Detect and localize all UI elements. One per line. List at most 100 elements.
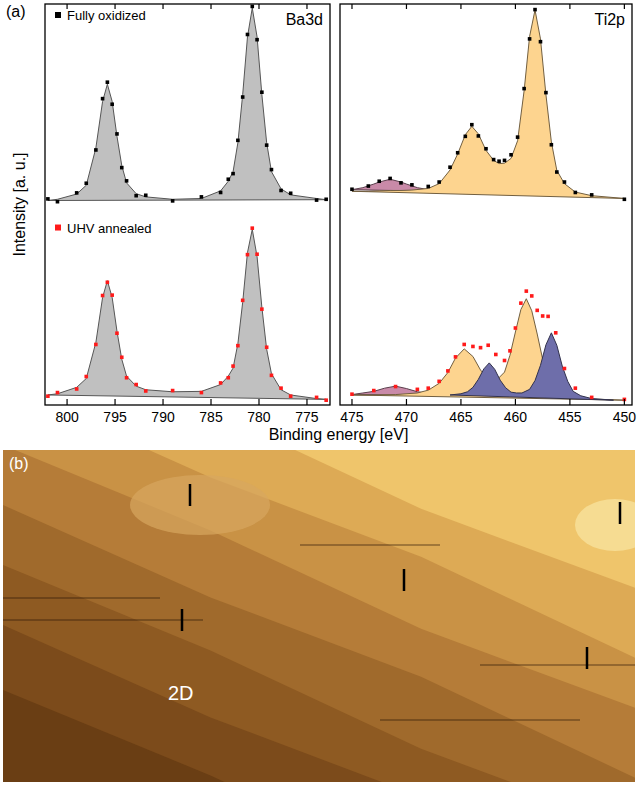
data-point: [388, 177, 392, 181]
legend-marker: [55, 225, 61, 231]
tick: [258, 4, 259, 9]
figure: 800795790785780775Ba3dIntensity [a. u.]F…: [0, 0, 638, 785]
data-point: [555, 170, 559, 174]
data-point: [394, 385, 398, 389]
tick-label: 475: [340, 409, 364, 425]
tick: [306, 399, 307, 405]
tick-label: 470: [395, 409, 419, 425]
data-point: [231, 364, 235, 368]
image-label: 2D: [168, 682, 194, 704]
data-point: [508, 349, 512, 353]
tick: [114, 399, 115, 405]
data-point: [289, 191, 293, 195]
data-point: [533, 8, 537, 12]
data-point: [486, 343, 490, 347]
data-point: [503, 159, 507, 163]
plot-area: [46, 5, 328, 402]
data-point: [56, 391, 60, 395]
data-point: [101, 97, 105, 101]
data-point: [574, 386, 578, 390]
tick-label: 800: [55, 409, 79, 425]
panel-letter: (a): [6, 3, 26, 20]
data-point: [324, 398, 328, 402]
data-point: [550, 143, 554, 147]
tick-label: 780: [247, 409, 271, 425]
tick: [406, 399, 407, 405]
data-point: [503, 359, 507, 363]
marker-bar: [586, 647, 589, 669]
tick: [406, 4, 407, 9]
data-point: [84, 375, 88, 379]
data-point: [171, 389, 175, 393]
data-point: [377, 179, 381, 183]
data-point: [265, 345, 269, 349]
data-point: [522, 87, 526, 91]
data-point: [279, 386, 283, 390]
plot-frame: [45, 4, 330, 405]
data-point: [446, 369, 450, 373]
marker-bar: [181, 609, 184, 631]
tick: [515, 399, 516, 405]
scan-streak: [3, 619, 203, 621]
data-point: [535, 309, 539, 313]
data-point: [236, 344, 240, 348]
fit-area: [48, 8, 326, 200]
data-point: [241, 299, 245, 303]
scan-streak: [300, 544, 440, 546]
data-point: [546, 315, 550, 319]
plot-area: [350, 8, 626, 401]
data-point: [226, 376, 230, 380]
data-point: [426, 386, 430, 390]
legend-marker: [55, 12, 61, 18]
data-point: [250, 5, 254, 9]
data-point: [462, 343, 466, 347]
data-point: [226, 177, 230, 181]
data-point: [200, 391, 204, 395]
marker-bar: [189, 484, 192, 506]
legend-label: UHV annealed: [67, 221, 152, 236]
data-point: [219, 381, 223, 385]
data-point: [372, 389, 376, 393]
data-point: [246, 253, 250, 257]
data-point: [110, 293, 114, 297]
data-point: [554, 331, 558, 335]
data-point: [200, 195, 204, 199]
data-point: [255, 38, 259, 42]
data-point: [514, 326, 518, 330]
island: [575, 499, 635, 551]
fit-area: [48, 229, 326, 399]
data-point: [115, 132, 119, 136]
panel-letter: (b): [9, 455, 29, 472]
data-point: [94, 343, 98, 347]
data-point: [454, 355, 458, 359]
tick: [569, 4, 570, 9]
tick-label: 455: [558, 409, 582, 425]
tick: [351, 399, 352, 405]
fit-area: [450, 333, 613, 400]
scan-streak: [480, 664, 635, 666]
data-point: [544, 91, 548, 95]
tick-label: 465: [449, 409, 473, 425]
tick: [162, 399, 163, 405]
plot-frame: [340, 4, 632, 405]
tick-label: 795: [103, 409, 127, 425]
island: [130, 475, 270, 535]
data-point: [563, 367, 567, 371]
tick: [162, 4, 163, 9]
data-point: [265, 143, 269, 147]
data-point: [120, 355, 124, 359]
data-point: [46, 394, 50, 398]
data-point: [120, 166, 124, 170]
data-point: [56, 200, 60, 204]
data-point: [590, 396, 594, 400]
tick-label: 460: [504, 409, 528, 425]
data-point: [171, 199, 175, 203]
data-point: [448, 165, 452, 169]
data-point: [270, 168, 274, 172]
data-point: [110, 102, 114, 106]
tick: [210, 4, 211, 9]
stm-image: [3, 450, 635, 782]
data-point: [470, 123, 474, 127]
data-point: [484, 147, 488, 151]
data-point: [144, 193, 148, 197]
